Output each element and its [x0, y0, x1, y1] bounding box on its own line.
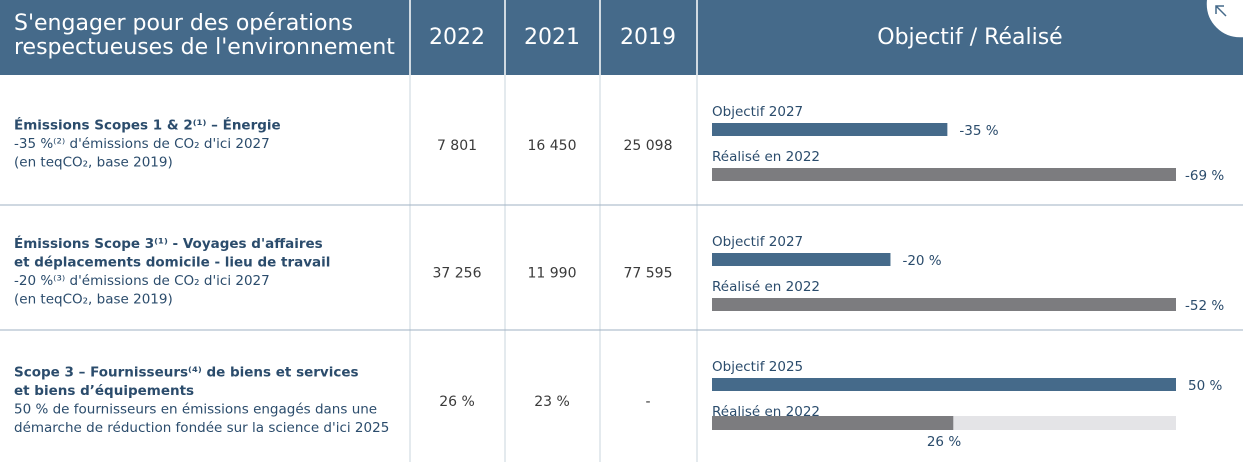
cell-value: 7 801 — [437, 138, 477, 154]
done-bar — [712, 298, 1176, 311]
header-dividers — [409, 0, 698, 75]
row-title: Émissions Scopes 1 & 2⁽¹⁾ – Énergie — [14, 117, 281, 134]
goal-label: Objectif 2025 — [712, 359, 803, 375]
header-objective: Objectif / Réalisé — [877, 25, 1062, 50]
row-desc: démarche de réduction fondée sur la scie… — [14, 420, 389, 436]
cell-value: 23 % — [534, 394, 570, 410]
goal-bar — [712, 378, 1176, 391]
done-value: 26 % — [927, 434, 961, 450]
cell-value: 11 990 — [528, 266, 577, 282]
header-year: 2021 — [524, 25, 580, 50]
cell-value: 77 595 — [624, 266, 673, 282]
row-desc: -20 %⁽³⁾ d'émissions de CO₂ d'ici 2027 — [14, 273, 270, 289]
goal-label: Objectif 2027 — [712, 234, 803, 250]
cell-value: 25 098 — [624, 138, 673, 154]
body-dividers — [0, 75, 1243, 462]
cell-value: 37 256 — [433, 266, 482, 282]
goal-label: Objectif 2027 — [712, 104, 803, 120]
done-bar — [712, 416, 954, 430]
goal-bar — [712, 253, 891, 266]
goal-bar — [712, 123, 948, 136]
row-title: et déplacements domicile - lieu de trava… — [14, 254, 330, 270]
row-desc: 50 % de fournisseurs en émissions engagé… — [14, 401, 377, 417]
done-value: -52 % — [1185, 298, 1224, 314]
header-year: 2019 — [620, 25, 676, 50]
row-desc: (en teqCO₂, base 2019) — [14, 155, 173, 171]
row-title: Émissions Scope 3⁽¹⁾ - Voyages d'affaire… — [14, 235, 323, 252]
done-bar — [712, 168, 1176, 181]
row-desc: -35 %⁽²⁾ d'émissions de CO₂ d'ici 2027 — [14, 136, 270, 152]
row-desc: (en teqCO₂, base 2019) — [14, 291, 173, 307]
done-label: Réalisé en 2022 — [712, 149, 820, 165]
goal-value: -20 % — [902, 253, 941, 269]
header-bg — [0, 0, 1243, 75]
row-title: Scope 3 – Fournisseurs⁽⁴⁾ de biens et se… — [14, 364, 359, 380]
header-title: respectueuses de l'environnement — [14, 35, 395, 60]
cell-value: - — [645, 394, 650, 410]
header-title: S'engager pour des opérations — [14, 11, 353, 36]
goal-value: -35 % — [959, 123, 998, 139]
corner-arrow — [1215, 5, 1227, 17]
done-label: Réalisé en 2022 — [712, 279, 820, 295]
cell-value: 16 450 — [528, 138, 577, 154]
row-title: et biens d’équipements — [14, 383, 194, 399]
header-year: 2022 — [429, 25, 485, 50]
cell-value: 26 % — [439, 394, 475, 410]
done-value: -69 % — [1185, 168, 1224, 184]
goal-value: 50 % — [1188, 378, 1222, 394]
